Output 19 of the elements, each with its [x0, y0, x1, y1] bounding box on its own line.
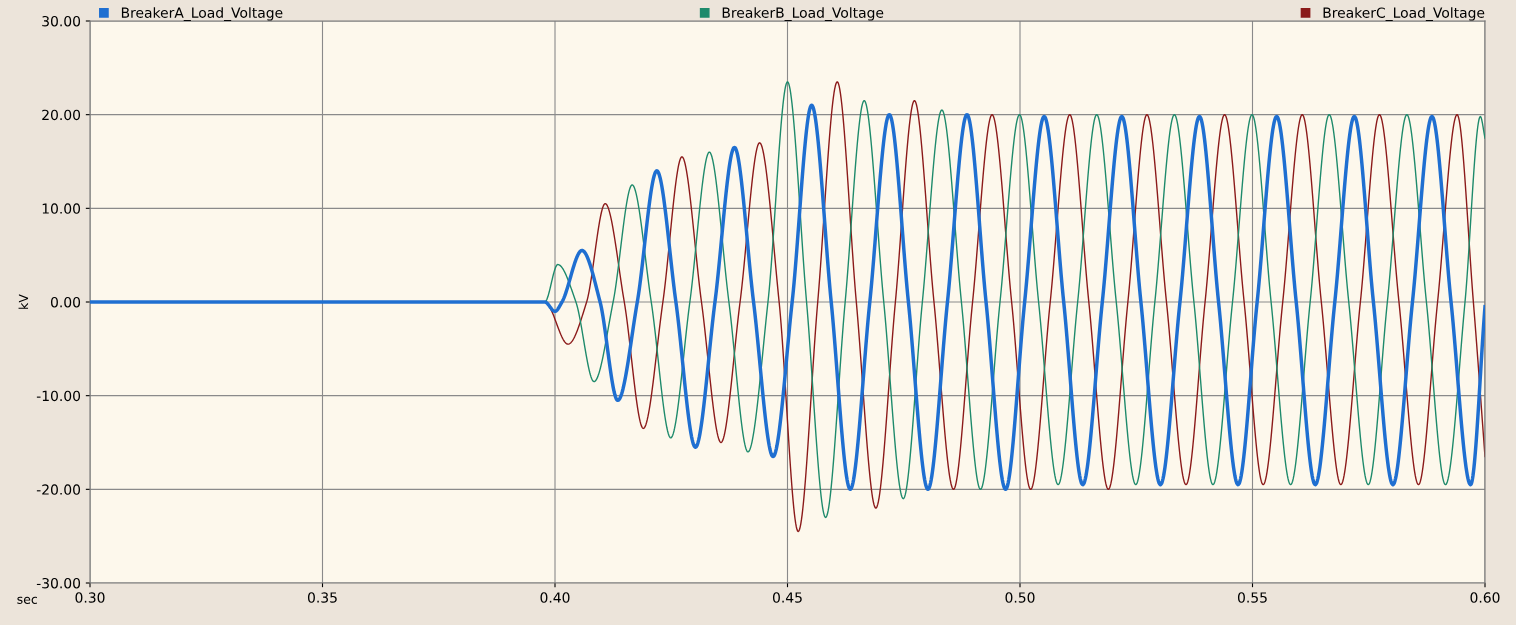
x-tick-label: 0.35: [307, 592, 337, 603]
y-tick-label: 10.00: [42, 203, 81, 214]
y-tick-label: -20.00: [36, 484, 81, 495]
legend-label: BreakerB_Load_Voltage: [722, 7, 884, 21]
y-tick-label: -30.00: [36, 577, 81, 589]
y-tick-label: 0.00: [50, 296, 81, 308]
x-tick-label: 0.50: [1005, 592, 1035, 603]
y-tick-label: -10.00: [36, 390, 81, 402]
y-tick-label: 30.00: [42, 15, 81, 27]
legend-label: BreakerC_Load_Voltage: [1323, 7, 1485, 21]
y-tick-label: 20.00: [42, 109, 81, 121]
x-tick-label: 0.40: [540, 592, 570, 603]
y-axis-title: kV: [18, 294, 29, 309]
x-axis-title: sec: [17, 596, 37, 604]
x-tick-label: 0.45: [772, 592, 802, 603]
x-tick-label: 0.60: [1470, 592, 1500, 603]
x-tick-label: 0.30: [75, 592, 105, 603]
x-tick-label: 0.55: [1237, 592, 1267, 603]
legend-label: BreakerA_Load_Voltage: [121, 7, 283, 21]
